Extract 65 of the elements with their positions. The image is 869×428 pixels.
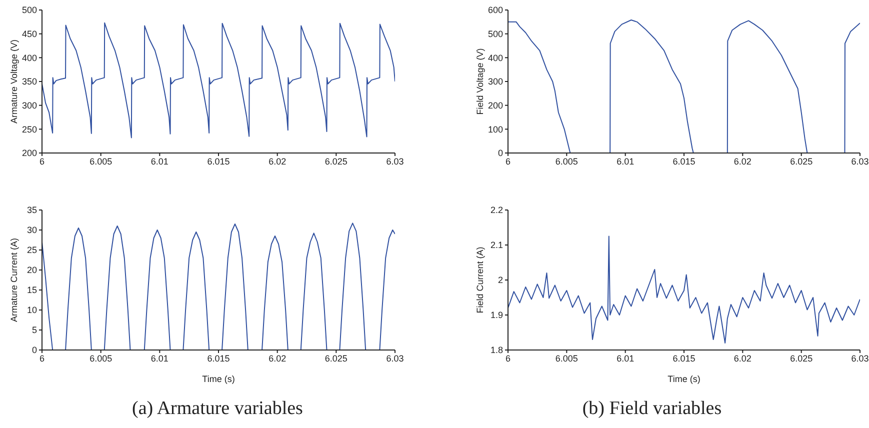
- y-axis-title: Armature Current (A): [9, 238, 20, 322]
- y-tick-label: 350: [22, 76, 37, 87]
- x-tick-label: 6.025: [790, 353, 813, 364]
- x-tick-label: 6.02: [734, 156, 752, 166]
- x-tick-label: 6.005: [555, 353, 578, 364]
- y-tick-label: 600: [488, 5, 503, 16]
- x-tick-label: 6.005: [90, 156, 112, 166]
- y-tick-label: 200: [488, 100, 503, 111]
- y-tick-label: 10: [26, 305, 37, 316]
- x-tick-label: 6: [505, 353, 511, 364]
- x-tick-label: 6.025: [790, 156, 813, 166]
- x-tick-label: 6.03: [386, 156, 404, 166]
- y-tick-label: 1.9: [490, 310, 503, 320]
- x-tick-label: 6.01: [150, 353, 168, 364]
- x-tick-label: 6.005: [555, 156, 578, 166]
- y-tick-label: 5: [32, 325, 37, 336]
- x-tick-label: 6.03: [851, 353, 869, 364]
- line-series: [42, 22, 395, 138]
- y-tick-label: 300: [488, 76, 503, 87]
- x-tick-label: 6.005: [90, 353, 112, 364]
- y-tick-label: 300: [22, 100, 37, 111]
- y-tick-label: 0: [498, 148, 503, 158]
- y-tick-label: 500: [22, 5, 37, 16]
- y-tick-label: 2.2: [490, 205, 503, 216]
- x-tick-label: 6: [39, 353, 45, 364]
- text: (a) Armature variables: [131, 398, 304, 420]
- line-series: [508, 236, 860, 344]
- y-tick-label: 100: [488, 124, 503, 134]
- x-tick-label: 6.025: [324, 156, 348, 166]
- y-tick-label: 250: [22, 124, 37, 134]
- x-tick-label: 6.025: [324, 353, 348, 364]
- y-tick-label: 400: [22, 52, 37, 63]
- x-tick-label: 6.03: [386, 353, 404, 364]
- x-tick-label: 6.015: [672, 156, 696, 166]
- y-tick-label: 20: [26, 265, 37, 276]
- y-tick-label: 35: [26, 205, 37, 216]
- y-axis-title: Field Voltage (V): [475, 48, 486, 115]
- x-axis-title: Time (s): [202, 374, 235, 384]
- y-tick-label: 30: [26, 225, 37, 236]
- x-tick-label: 6.02: [734, 353, 752, 364]
- y-tick-label: 0: [32, 345, 37, 356]
- x-tick-label: 6.02: [268, 156, 286, 166]
- x-tick-label: 6.01: [616, 353, 634, 364]
- y-tick-label: 15: [26, 285, 37, 296]
- x-tick-label: 6.015: [207, 353, 230, 364]
- y-tick-label: 1.8: [490, 345, 503, 356]
- x-tick-label: 6.02: [268, 353, 286, 364]
- x-tick-label: 6.015: [672, 353, 696, 364]
- y-tick-label: 2: [498, 275, 503, 286]
- text: (b) Field variables: [581, 398, 723, 420]
- y-tick-label: 500: [488, 29, 503, 40]
- y-axis-title: Field Current (A): [475, 246, 486, 314]
- y-tick-label: 2.1: [490, 240, 503, 250]
- x-tick-label: 6.01: [150, 156, 168, 166]
- y-tick-label: 200: [22, 148, 37, 158]
- x-tick-label: 6.015: [207, 156, 230, 166]
- x-tick-label: 6: [505, 156, 511, 166]
- y-tick-label: 400: [488, 52, 503, 63]
- y-tick-label: 25: [26, 245, 37, 256]
- x-tick-label: 6.03: [851, 156, 869, 166]
- y-tick-label: 450: [22, 29, 37, 40]
- x-tick-label: 6: [39, 156, 45, 166]
- x-axis-title: Time (s): [668, 374, 700, 384]
- x-tick-label: 6.01: [616, 156, 634, 166]
- y-axis-title: Armature Voltage (V): [9, 39, 20, 124]
